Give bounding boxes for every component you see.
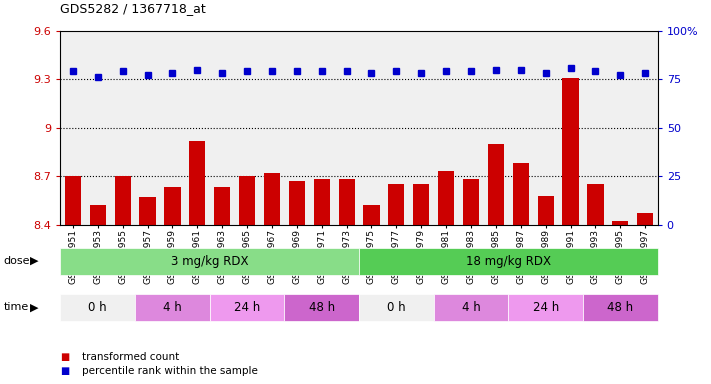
Text: 18 mg/kg RDX: 18 mg/kg RDX <box>466 255 551 268</box>
Bar <box>214 187 230 225</box>
Bar <box>289 181 305 225</box>
Bar <box>114 176 131 225</box>
Bar <box>438 171 454 225</box>
Bar <box>562 78 579 225</box>
Text: percentile rank within the sample: percentile rank within the sample <box>82 366 257 376</box>
Bar <box>210 294 284 321</box>
Text: GDS5282 / 1367718_at: GDS5282 / 1367718_at <box>60 2 206 15</box>
Text: 24 h: 24 h <box>234 301 260 314</box>
Bar <box>508 294 583 321</box>
Bar <box>239 176 255 225</box>
Bar <box>463 179 479 225</box>
Bar <box>189 141 205 225</box>
Bar <box>139 197 156 225</box>
Bar <box>488 144 504 225</box>
Bar <box>359 294 434 321</box>
Text: ▶: ▶ <box>30 256 38 266</box>
Bar <box>637 214 653 225</box>
Text: 24 h: 24 h <box>533 301 559 314</box>
Text: dose: dose <box>4 256 30 266</box>
Bar <box>314 179 330 225</box>
Text: ▶: ▶ <box>30 302 38 312</box>
Bar <box>164 187 181 225</box>
Text: 4 h: 4 h <box>461 301 481 314</box>
Bar <box>388 184 405 225</box>
Text: 4 h: 4 h <box>163 301 182 314</box>
Bar <box>513 163 529 225</box>
Bar <box>359 248 658 275</box>
Bar <box>612 222 629 225</box>
Bar <box>413 184 429 225</box>
Text: time: time <box>4 302 29 312</box>
Text: transformed count: transformed count <box>82 352 179 362</box>
Text: 3 mg/kg RDX: 3 mg/kg RDX <box>171 255 249 268</box>
Bar <box>434 294 508 321</box>
Bar <box>90 205 106 225</box>
Bar <box>338 179 355 225</box>
Text: 0 h: 0 h <box>387 301 406 314</box>
Text: ■: ■ <box>60 352 70 362</box>
Bar <box>60 248 359 275</box>
Text: ■: ■ <box>60 366 70 376</box>
Bar <box>284 294 359 321</box>
Text: 48 h: 48 h <box>309 301 335 314</box>
Bar <box>587 184 604 225</box>
Text: 48 h: 48 h <box>607 301 634 314</box>
Bar <box>65 176 81 225</box>
Bar <box>60 294 135 321</box>
Bar <box>135 294 210 321</box>
Text: 0 h: 0 h <box>88 301 107 314</box>
Bar <box>264 173 280 225</box>
Bar <box>538 195 554 225</box>
Bar <box>363 205 380 225</box>
Bar <box>583 294 658 321</box>
